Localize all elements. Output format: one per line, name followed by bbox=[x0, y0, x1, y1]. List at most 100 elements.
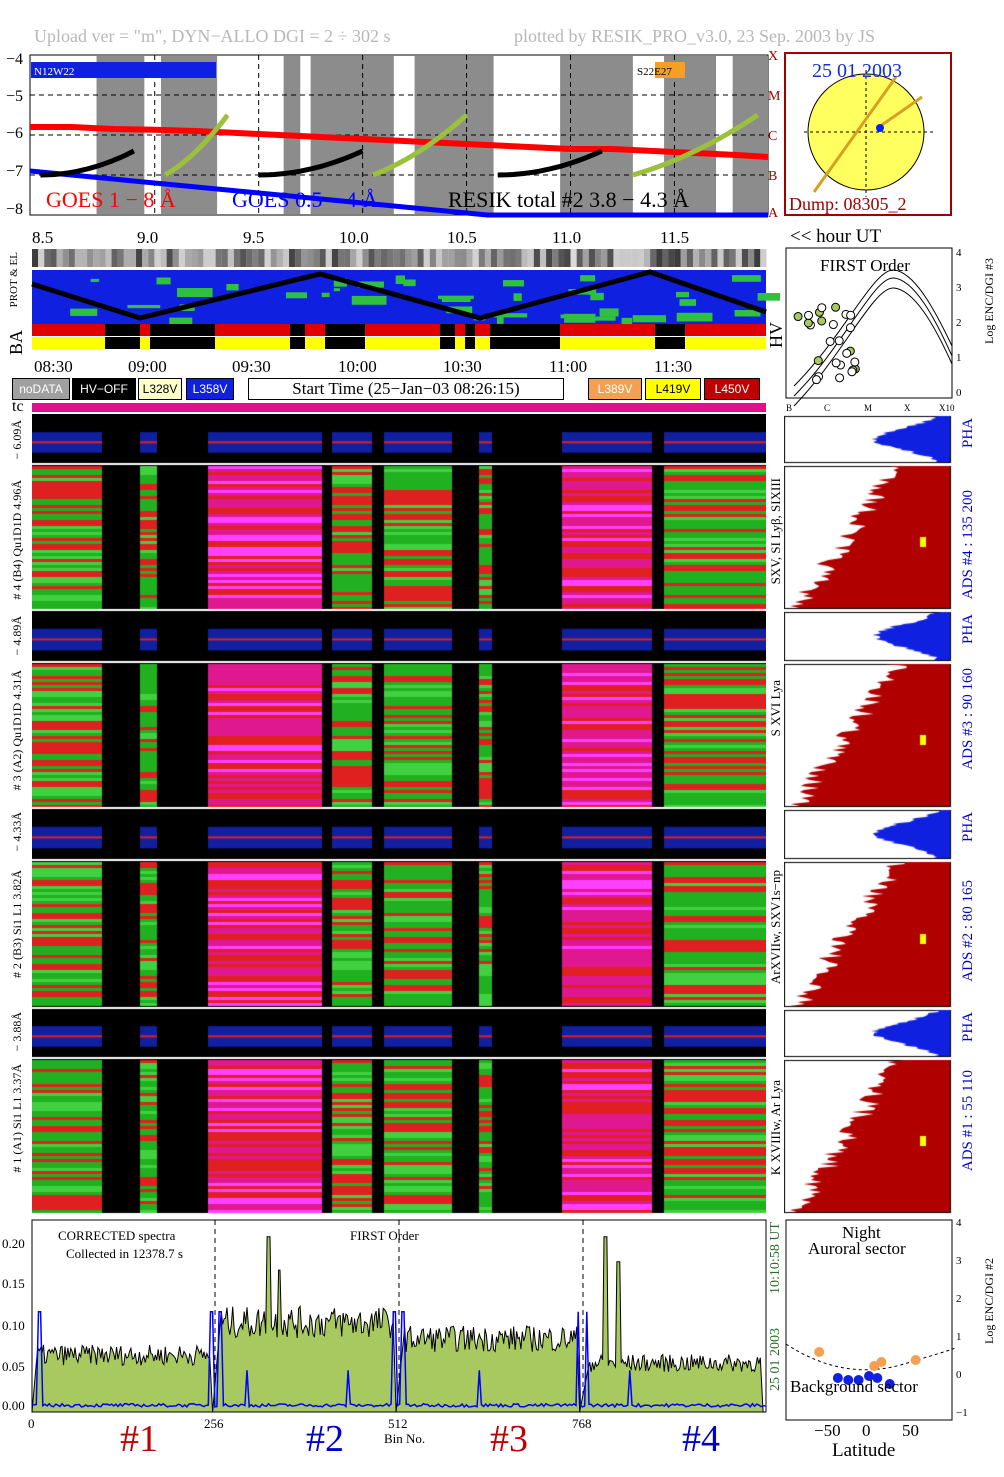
ch3-pha-label: PHA bbox=[960, 614, 976, 645]
fo-ytick-3: 3 bbox=[956, 282, 962, 294]
hv-gap-2 bbox=[290, 337, 305, 349]
gray-cell-4 bbox=[56, 249, 63, 267]
legend-nodata: noDATA bbox=[12, 378, 70, 400]
prot-green-11 bbox=[176, 288, 213, 297]
fo-ytick-1: 1 bbox=[956, 352, 962, 364]
aurora-point-0-0 bbox=[814, 1347, 825, 1357]
fo-xtick-x: X bbox=[904, 403, 911, 413]
gray-cell-37 bbox=[258, 249, 265, 267]
gray-cell-99 bbox=[637, 249, 645, 267]
region-bar-right bbox=[655, 62, 685, 78]
legend-1450v: L450V bbox=[704, 378, 760, 400]
spectrum-date: 25 01 2003 bbox=[768, 1328, 783, 1391]
time-tick-1000: 10:00 bbox=[338, 357, 377, 376]
gray-cell-15 bbox=[123, 249, 130, 267]
gray-cell-81 bbox=[527, 249, 534, 267]
goes-ytick-0: −4 bbox=[6, 51, 23, 68]
prot-green-33 bbox=[333, 278, 347, 287]
gray-cell-78 bbox=[509, 249, 516, 267]
fo-point-21 bbox=[803, 318, 813, 328]
gray-cell-43 bbox=[295, 249, 302, 267]
gray-cell-77 bbox=[503, 249, 510, 267]
goes-xtick-0: 8.5 bbox=[32, 228, 53, 247]
gray-cell-47 bbox=[319, 249, 326, 267]
hv-gap-3 bbox=[325, 337, 365, 349]
gray-cell-51 bbox=[344, 249, 351, 267]
spec-xtick-512: 512 bbox=[388, 1416, 408, 1431]
first-order-title: FIRST Order bbox=[820, 256, 910, 275]
aur-ytick-3: 3 bbox=[956, 1255, 962, 1267]
resik-segment-0 bbox=[40, 148, 136, 178]
aur-xtick-50: 50 bbox=[902, 1421, 919, 1440]
goes-xtick-6: 11.5 bbox=[660, 228, 689, 247]
channel-number-3: #3 bbox=[490, 1418, 528, 1460]
gray-cell-6 bbox=[68, 249, 75, 267]
goes-ytick-4: −8 bbox=[6, 201, 23, 218]
gray-cell-100 bbox=[644, 249, 651, 267]
gray-cell-72 bbox=[472, 249, 479, 267]
prot-green-32 bbox=[333, 288, 340, 292]
fo-point-12 bbox=[817, 316, 827, 326]
prot-green-36 bbox=[286, 292, 307, 299]
header-plotted-by: plotted by RESIK_PRO_v3.0, 23 Sep. 2003 … bbox=[514, 26, 876, 46]
fo-point-10 bbox=[845, 323, 855, 333]
gray-cell-108 bbox=[692, 249, 700, 267]
hv-gap-4 bbox=[440, 337, 455, 349]
gray-cell-46 bbox=[313, 249, 320, 267]
gray-cell-116 bbox=[741, 249, 749, 267]
gray-cell-48 bbox=[325, 249, 332, 267]
gray-cell-73 bbox=[478, 249, 485, 267]
aurora-point-0-2 bbox=[876, 1357, 887, 1367]
gray-cell-11 bbox=[99, 249, 106, 267]
gray-cell-14 bbox=[117, 249, 124, 267]
spec-xtick-768: 768 bbox=[572, 1416, 592, 1431]
resik-segment-3 bbox=[372, 113, 469, 178]
spectrogram-canvas bbox=[32, 414, 766, 1214]
ch4-lines: SXV, SI Lyβ, SIXIII bbox=[768, 478, 783, 585]
ba-gap-4 bbox=[440, 324, 455, 336]
gray-cell-42 bbox=[289, 249, 296, 267]
first-order-points bbox=[793, 302, 860, 385]
ba-gap-7 bbox=[655, 324, 685, 336]
gray-cell-93 bbox=[601, 249, 608, 267]
gray-cell-16 bbox=[129, 249, 137, 267]
gray-cell-56 bbox=[374, 249, 381, 267]
aur-xtick-m50: −50 bbox=[814, 1421, 841, 1440]
gray-cell-94 bbox=[607, 249, 614, 267]
prot-green-13 bbox=[503, 280, 524, 287]
ch4-pha-left: − 6.09Å bbox=[10, 420, 24, 460]
gray-cell-36 bbox=[252, 249, 259, 267]
goes-xtick-4: 10.5 bbox=[447, 228, 477, 247]
time-tick-0830: 08:30 bbox=[34, 357, 73, 376]
ba-gap-2 bbox=[290, 324, 305, 336]
fo-point-15 bbox=[813, 356, 823, 366]
spectrum-text-1: CORRECTED spectra bbox=[58, 1228, 176, 1243]
fo-ytick-0: 0 bbox=[956, 387, 962, 399]
legend-1419v: L419V bbox=[645, 378, 701, 400]
gray-cell-39 bbox=[270, 249, 277, 267]
fo-ytick-4: 4 bbox=[956, 247, 962, 259]
aur-ytick-1: 1 bbox=[956, 1331, 962, 1343]
aurora-point-0-3 bbox=[910, 1355, 921, 1365]
gray-cell-68 bbox=[448, 249, 455, 267]
time-tick-0930: 09:30 bbox=[232, 357, 271, 376]
gray-cell-8 bbox=[80, 249, 88, 267]
gray-cell-92 bbox=[595, 249, 602, 267]
spectrum-chart: CORRECTED spectra Collected in 12378.7 s… bbox=[2, 1219, 767, 1431]
gray-cell-114 bbox=[729, 249, 736, 267]
gray-cell-60 bbox=[399, 249, 406, 267]
ba-gap-1 bbox=[150, 324, 215, 336]
ba-red-band bbox=[32, 324, 766, 336]
gray-cell-22 bbox=[166, 249, 173, 267]
gray-cell-0 bbox=[32, 249, 39, 267]
gray-cell-61 bbox=[405, 249, 412, 267]
aur-ytick-2: 2 bbox=[956, 1293, 962, 1305]
aurora-ylabel: Log ENC/DGI #2 bbox=[982, 1258, 996, 1344]
gray-cell-64 bbox=[423, 249, 430, 267]
gray-cell-50 bbox=[338, 249, 345, 267]
ch1-pha-left: − 3.88Å bbox=[10, 1012, 24, 1052]
gray-cell-18 bbox=[142, 249, 149, 267]
sun-dump: Dump: 08305_2 bbox=[789, 194, 907, 214]
prot-green-12 bbox=[493, 313, 528, 318]
gray-cell-98 bbox=[631, 249, 638, 267]
